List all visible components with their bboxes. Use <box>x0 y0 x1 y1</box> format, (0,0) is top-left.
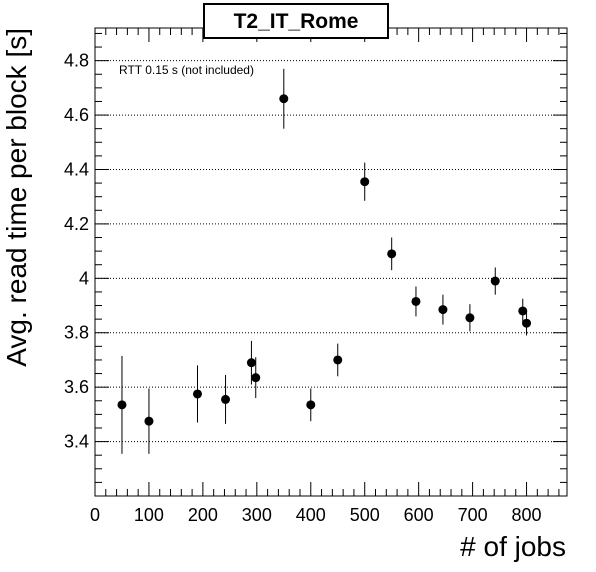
y-axis-title: Avg. read time per block [s] <box>1 28 32 367</box>
x-tick-label: 500 <box>350 505 380 525</box>
data-point <box>221 394 231 404</box>
x-axis-title: # of jobs <box>460 531 566 562</box>
data-point <box>360 177 370 187</box>
data-point <box>411 296 421 306</box>
plot-frame <box>94 27 568 497</box>
data-point <box>387 249 397 259</box>
x-tick-label: 800 <box>512 505 542 525</box>
chart-title: T2_IT_Rome <box>234 10 359 33</box>
y-tick-label: 4.4 <box>64 159 89 179</box>
data-point <box>246 358 256 368</box>
data-point <box>522 318 532 328</box>
data-point <box>144 416 154 426</box>
data-point <box>333 355 343 365</box>
title-box: T2_IT_Rome <box>203 3 389 39</box>
y-tick-label: 4.6 <box>64 105 89 125</box>
x-tick-label: 100 <box>134 505 164 525</box>
x-tick-label: 300 <box>242 505 272 525</box>
data-point <box>518 306 528 316</box>
data-point <box>490 276 500 286</box>
x-tick-label: 400 <box>296 505 326 525</box>
data-point <box>279 94 289 104</box>
y-tick-label: 4.8 <box>64 51 89 71</box>
grid-lines <box>95 60 567 443</box>
data-point <box>306 400 316 410</box>
y-tick-label: 3.4 <box>64 432 89 452</box>
y-axis: 3.4 3.6 3.8 4 4.2 4.4 4.6 4.8 <box>64 32 567 497</box>
y-tick-label: 4.2 <box>64 214 89 234</box>
data-point <box>251 373 261 383</box>
data-point <box>465 313 475 323</box>
annotation: RTT 0.15 s (not included) <box>119 63 254 77</box>
data-points <box>117 68 532 454</box>
data-point <box>117 400 127 410</box>
x-tick-label: 0 <box>90 505 100 525</box>
x-tick-label: 200 <box>188 505 218 525</box>
x-axis: 0 100 200 300 400 500 600 700 800 <box>90 28 560 525</box>
data-point <box>192 389 202 399</box>
x-tick-label: 700 <box>458 505 488 525</box>
y-tick-label: 3.8 <box>64 323 89 343</box>
y-tick-label: 3.6 <box>64 377 89 397</box>
x-tick-label: 600 <box>404 505 434 525</box>
y-tick-label: 4 <box>79 268 89 288</box>
data-point <box>438 305 448 315</box>
